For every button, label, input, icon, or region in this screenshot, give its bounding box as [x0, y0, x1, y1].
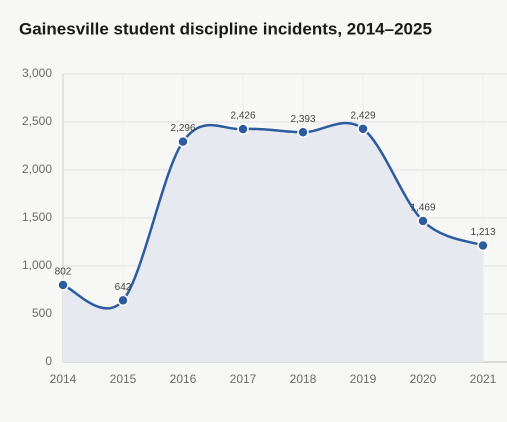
x-tick-label: 2017 — [230, 372, 257, 386]
point — [297, 126, 309, 139]
value-label: 1,469 — [410, 203, 435, 214]
y-tick-label: 2,000 — [22, 162, 52, 176]
x-tick-label: 2020 — [410, 372, 437, 386]
value-label: 2,429 — [350, 110, 375, 121]
y-tick-label: 3,000 — [22, 66, 52, 80]
area — [63, 123, 483, 362]
x-tick-label: 2021 — [470, 372, 497, 386]
point — [57, 279, 69, 291]
value-label: 642 — [115, 282, 132, 293]
point — [477, 239, 489, 252]
y-tick-label: 1,500 — [22, 210, 52, 224]
value-label: 1,213 — [470, 227, 495, 238]
y-tick-label: 2,500 — [22, 114, 52, 128]
x-tick-label: 2016 — [170, 372, 197, 386]
value-label: 2,426 — [230, 111, 255, 122]
y-tick-label: 1,000 — [22, 258, 52, 272]
value-label: 2,296 — [170, 123, 195, 134]
value-label: 2,393 — [290, 114, 315, 125]
y-tick-label: 500 — [32, 306, 52, 320]
x-tick-label: 2018 — [290, 372, 317, 386]
point — [117, 294, 129, 307]
chart-title: Gainesville student discipline incidents… — [19, 19, 432, 38]
point — [237, 123, 249, 135]
x-tick-label: 2019 — [350, 372, 377, 386]
y-tick-label: 0 — [45, 354, 52, 368]
x-tick-label: 2014 — [50, 372, 77, 386]
x-tick-label: 2015 — [110, 372, 137, 386]
value-label: 802 — [55, 267, 72, 278]
point — [357, 123, 369, 135]
point — [177, 135, 189, 148]
point — [417, 215, 429, 227]
line — [62, 121, 484, 310]
